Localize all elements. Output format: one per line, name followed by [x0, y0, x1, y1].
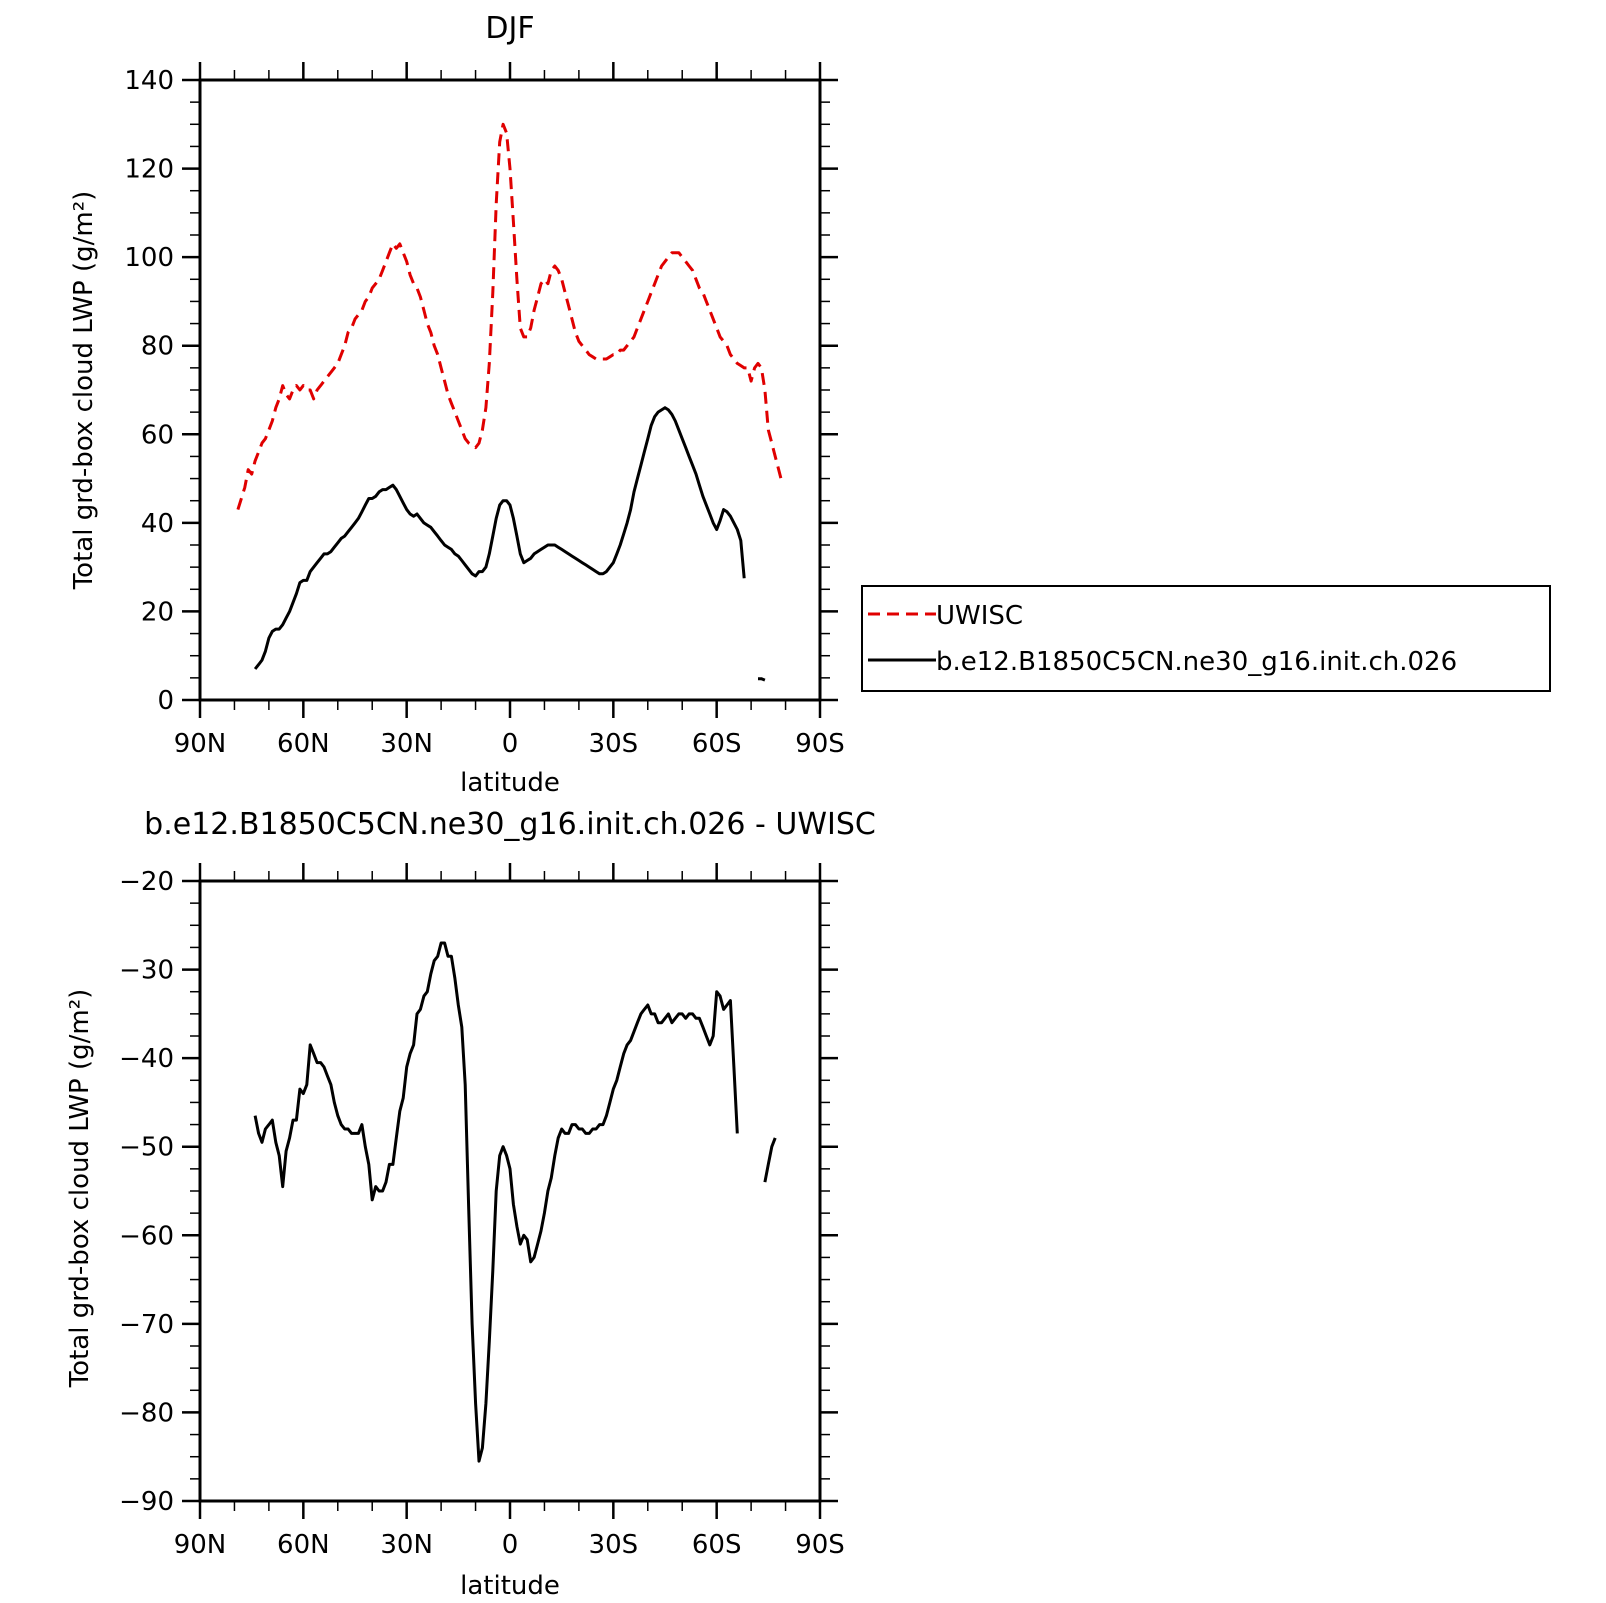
- chart-bottom: b.e12.B1850C5CN.ne30_g16.init.ch.026 - U…: [65, 807, 876, 1601]
- legend-box: [861, 585, 1551, 692]
- x-tick-label: 60S: [692, 729, 742, 759]
- y-tick-label: −60: [119, 1221, 174, 1251]
- tick-marks: [182, 863, 838, 1519]
- x-tick-label: 30N: [380, 1530, 433, 1560]
- uwisc-line: [236, 122, 784, 511]
- x-tick-label: 90N: [174, 1530, 227, 1560]
- legend: UWISC b.e12.B1850C5CN.ne30_g16.init.ch.0…: [861, 585, 1551, 692]
- x-tick-label: 90S: [795, 729, 845, 759]
- x-tick-label: 60N: [277, 729, 330, 759]
- y-tick-label: 0: [157, 686, 174, 716]
- y-tick-labels: 0 20 40 60 80 100 120 140: [124, 66, 174, 716]
- y-tick-label: −90: [119, 1487, 174, 1517]
- x-tick-label: 90S: [795, 1530, 845, 1560]
- y-axis-label: Total grd-box cloud LWP (g/m²): [65, 989, 95, 1389]
- x-tick-label: 60S: [692, 1530, 742, 1560]
- y-tick-labels: −90 −80 −70 −60 −50 −40 −30 −20: [119, 867, 174, 1517]
- y-tick-label: 20: [141, 597, 174, 627]
- data-series: [253, 941, 777, 1463]
- plot-frame: [198, 78, 822, 702]
- difference-line: [253, 941, 739, 1463]
- chart-title: b.e12.B1850C5CN.ne30_g16.init.ch.026 - U…: [144, 807, 876, 842]
- difference-line: [763, 1137, 777, 1183]
- y-tick-label: −80: [119, 1398, 174, 1428]
- y-tick-label: 100: [124, 243, 174, 273]
- y-tick-label: −50: [119, 1133, 174, 1163]
- x-tick-label: 90N: [174, 729, 227, 759]
- y-axis-label: Total grd-box cloud LWP (g/m²): [69, 191, 99, 591]
- y-tick-label: −20: [119, 867, 174, 897]
- x-tick-labels: 90N 60N 30N 0 30S 60S 90S: [174, 729, 845, 759]
- model-line: [758, 677, 766, 682]
- x-tick-labels: 90N 60N 30N 0 30S 60S 90S: [174, 1530, 845, 1560]
- y-tick-label: 140: [124, 66, 174, 96]
- x-tick-label: 30S: [589, 1530, 639, 1560]
- data-series: [236, 122, 784, 682]
- y-tick-label: −30: [119, 956, 174, 986]
- x-tick-label: 60N: [277, 1530, 330, 1560]
- plot-frame: [198, 879, 822, 1503]
- y-tick-label: 40: [141, 509, 174, 539]
- model-line: [253, 406, 746, 670]
- x-tick-label: 0: [502, 729, 519, 759]
- x-tick-label: 30N: [380, 729, 433, 759]
- y-tick-label: 120: [124, 155, 174, 185]
- x-axis-label: latitude: [460, 768, 560, 798]
- chart-title: DJF: [485, 11, 534, 46]
- legend-label-uwisc: UWISC: [936, 601, 1023, 631]
- y-tick-label: 60: [141, 420, 174, 450]
- x-tick-label: 0: [502, 1530, 519, 1560]
- x-tick-label: 30S: [589, 729, 639, 759]
- y-tick-label: −70: [119, 1310, 174, 1340]
- tick-marks: [182, 62, 838, 718]
- legend-label-model: b.e12.B1850C5CN.ne30_g16.init.ch.026: [936, 647, 1457, 677]
- x-axis-label: latitude: [460, 1571, 560, 1601]
- y-tick-label: 80: [141, 332, 174, 362]
- y-tick-label: −40: [119, 1044, 174, 1074]
